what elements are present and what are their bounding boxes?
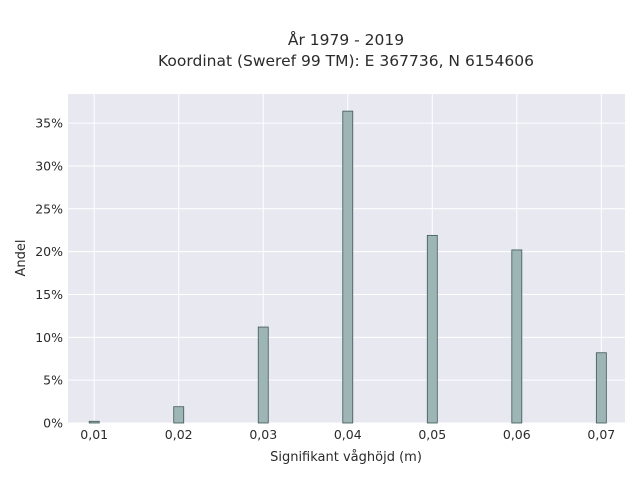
y-tick-label: 35% (35, 116, 63, 131)
x-tick-label: 0,02 (165, 427, 193, 442)
y-tick-label: 20% (35, 244, 63, 259)
bar-2 (257, 326, 269, 424)
bar-1 (173, 406, 185, 424)
y-tick-label: 10% (35, 330, 63, 345)
chart-title-line-2: Koordinat (Sweref 99 TM): E 367736, N 61… (158, 52, 534, 70)
chart-title-line-1: År 1979 - 2019 (288, 30, 404, 49)
bar-4 (426, 234, 438, 424)
y-axis-label: Andel (14, 240, 29, 277)
x-tick-label: 0,03 (249, 427, 277, 442)
bars (88, 110, 607, 424)
x-tick-labels: 0,01 0,02 0,03 0,04 0,05 0,06 0,07 (80, 427, 615, 442)
bar-5 (511, 249, 523, 424)
y-tick-label: 0% (43, 416, 63, 431)
x-axis-label: Signifikant våghöjd (m) (270, 450, 422, 465)
bar-3 (342, 110, 354, 424)
y-tick-labels: 0% 5% 10% 15% 20% 25% 30% 35% (35, 116, 63, 431)
y-tick-label: 25% (35, 201, 63, 216)
x-tick-label: 0,07 (587, 427, 615, 442)
x-tick-label: 0,06 (503, 427, 531, 442)
x-tick-label: 0,05 (418, 427, 446, 442)
y-tick-label: 30% (35, 158, 63, 173)
y-tick-label: 15% (35, 287, 63, 302)
bar-0 (88, 420, 100, 424)
x-tick-label: 0,04 (334, 427, 362, 442)
x-tick-label: 0,01 (80, 427, 108, 442)
bar-6 (595, 352, 607, 424)
y-tick-label: 5% (43, 373, 63, 388)
